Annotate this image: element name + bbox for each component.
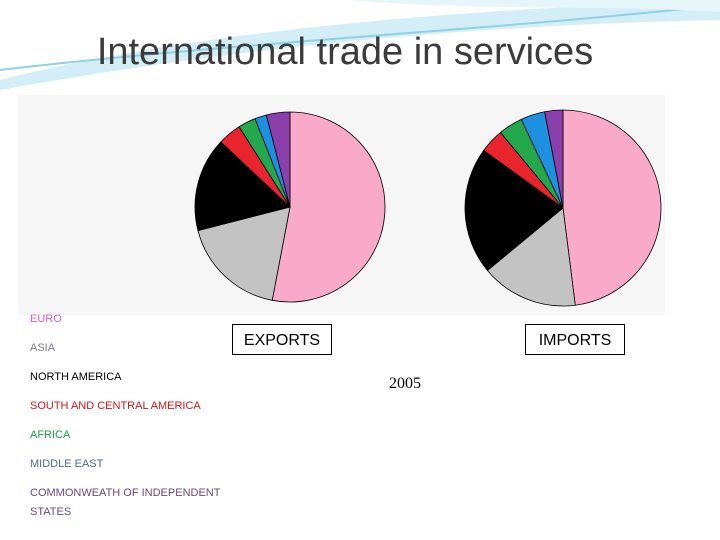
pie-slice	[194, 141, 291, 232]
title: International trade in services	[97, 31, 593, 73]
swoosh-line	[0, 4, 720, 71]
pie-slice	[486, 207, 576, 307]
pie-slice	[265, 111, 291, 208]
pie-slice	[562, 109, 662, 306]
pie-slice	[544, 109, 564, 209]
legend-entry: MIDDLE EAST	[30, 458, 104, 470]
pie-slice	[464, 149, 564, 272]
pie-slice	[197, 206, 291, 301]
legend-entry: NORTH AMERICA	[30, 371, 122, 383]
legend-entry: COMMONWEATH OF INDEPENDENT STATES	[30, 487, 221, 518]
pie-slice	[271, 111, 386, 303]
legend-entry: EURO	[30, 313, 62, 325]
year: 2005	[389, 375, 421, 392]
legend-entry: ASIA	[30, 342, 56, 354]
legend-entry: SOUTH AND CENTRAL AMERICA	[30, 400, 201, 412]
pie-label: EXPORTS	[232, 324, 332, 355]
pie-label: IMPORTS	[525, 324, 625, 355]
legend-entry: AFRICA	[30, 429, 71, 441]
swoosh	[350, 0, 720, 12]
legend: EURO ASIA NORTH AMERICA SOUTH AND CENTRAL A…	[30, 310, 245, 532]
